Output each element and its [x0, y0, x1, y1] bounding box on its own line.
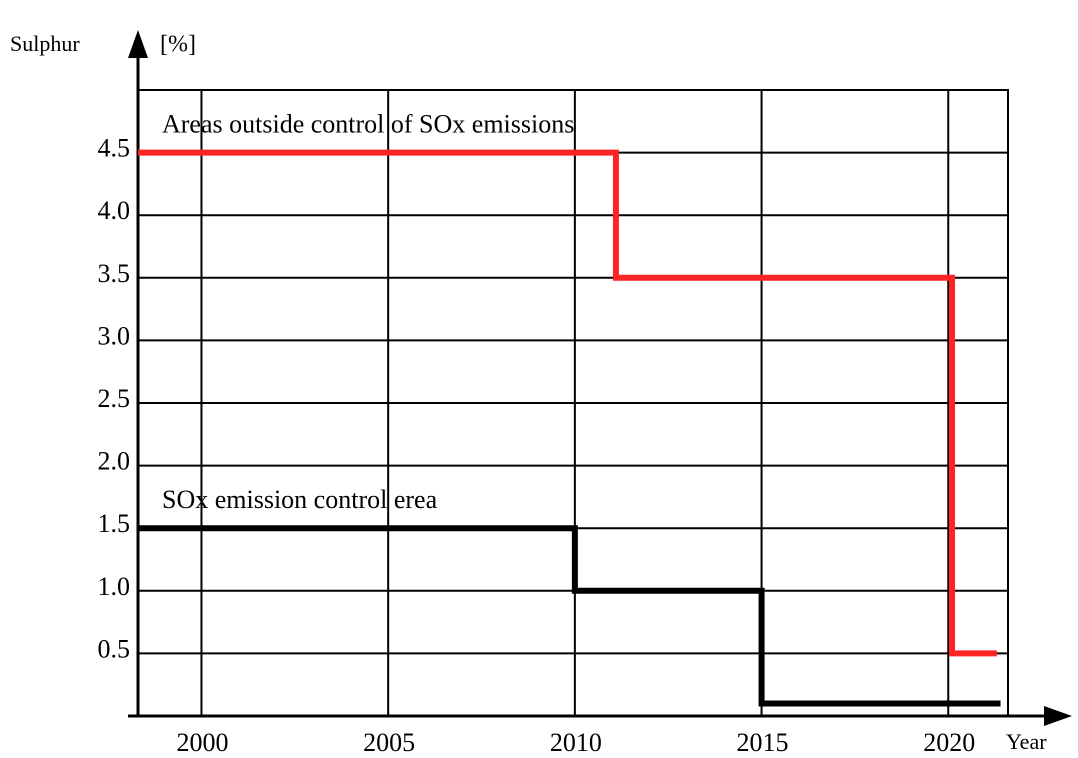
y-tick-label: 1.5 [98, 509, 131, 538]
y-tick-label: 4.0 [98, 196, 131, 225]
series-label: SOx emission control erea [162, 485, 438, 514]
series-line [138, 149, 997, 657]
x-tick-label: 2000 [176, 728, 228, 757]
y-axis-label: Sulphur [10, 31, 80, 56]
y-tick-label: 1.0 [98, 572, 131, 601]
series-line [138, 525, 1001, 707]
series-label: Areas outside control of SOx emissions [162, 110, 574, 139]
x-tick-label: 2005 [363, 728, 415, 757]
y-tick-label: 0.5 [98, 634, 131, 663]
x-axis-arrow [1044, 706, 1072, 726]
y-tick-label: 2.5 [98, 384, 131, 413]
y-tick-label: 4.5 [98, 134, 131, 163]
y-tick-label: 3.5 [98, 259, 131, 288]
x-axis-label: Year [1006, 729, 1047, 754]
x-tick-label: 2020 [923, 728, 975, 757]
x-tick-label: 2010 [550, 728, 602, 757]
y-axis-unit: [%] [160, 32, 196, 58]
y-tick-label: 3.0 [98, 321, 131, 350]
y-axis-arrow [128, 30, 148, 58]
y-tick-label: 2.0 [98, 447, 131, 476]
x-tick-label: 2015 [737, 728, 789, 757]
